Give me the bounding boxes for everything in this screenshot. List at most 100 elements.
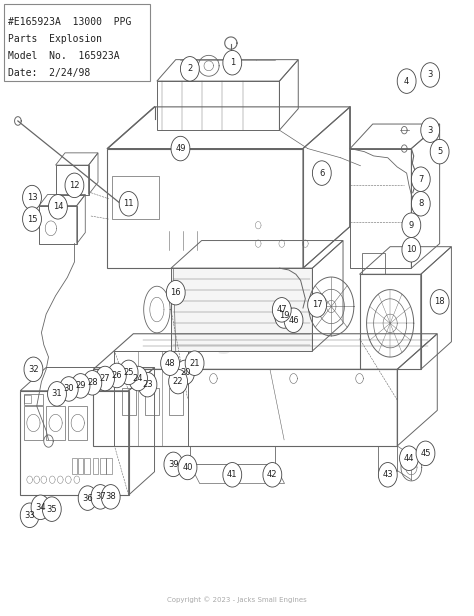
Circle shape xyxy=(411,167,430,192)
Text: 4: 4 xyxy=(404,76,409,86)
Text: 11: 11 xyxy=(123,199,134,208)
Text: Model  No.  165923A: Model No. 165923A xyxy=(9,51,120,61)
Text: 24: 24 xyxy=(133,374,143,383)
Text: 16: 16 xyxy=(171,288,181,297)
Circle shape xyxy=(312,161,331,185)
Text: 37: 37 xyxy=(95,492,106,501)
Text: 14: 14 xyxy=(53,202,63,211)
Circle shape xyxy=(223,51,242,75)
Text: 39: 39 xyxy=(168,460,179,469)
Circle shape xyxy=(430,139,449,164)
Text: 47: 47 xyxy=(276,306,287,314)
Circle shape xyxy=(31,495,50,519)
Circle shape xyxy=(273,298,291,322)
Text: 22: 22 xyxy=(173,377,183,386)
Text: #E165923A  13000  PPG: #E165923A 13000 PPG xyxy=(9,17,132,26)
Circle shape xyxy=(164,452,183,477)
Circle shape xyxy=(91,485,110,509)
Text: 44: 44 xyxy=(404,454,414,463)
Circle shape xyxy=(402,213,421,238)
Circle shape xyxy=(421,63,439,87)
Text: Copyright © 2023 - Jacks Small Engines: Copyright © 2023 - Jacks Small Engines xyxy=(167,596,307,602)
Text: 34: 34 xyxy=(35,503,46,512)
Circle shape xyxy=(101,485,120,509)
Circle shape xyxy=(78,486,97,511)
Circle shape xyxy=(308,293,327,317)
Text: 2: 2 xyxy=(187,64,192,73)
Circle shape xyxy=(378,463,397,487)
Text: 1: 1 xyxy=(230,58,235,67)
Text: 3: 3 xyxy=(428,70,433,79)
Text: 28: 28 xyxy=(87,378,98,387)
Bar xyxy=(4,4,150,81)
Circle shape xyxy=(24,357,43,381)
Text: Date:  2/24/98: Date: 2/24/98 xyxy=(9,68,91,78)
Circle shape xyxy=(284,308,303,333)
Circle shape xyxy=(59,376,78,401)
Circle shape xyxy=(138,373,157,397)
Circle shape xyxy=(397,69,416,94)
Circle shape xyxy=(47,381,66,406)
Circle shape xyxy=(108,363,126,387)
Text: 23: 23 xyxy=(142,380,153,389)
Circle shape xyxy=(48,195,67,219)
Text: 30: 30 xyxy=(64,384,74,394)
Circle shape xyxy=(402,238,421,262)
Circle shape xyxy=(421,118,439,142)
Text: 8: 8 xyxy=(418,199,423,208)
Text: 12: 12 xyxy=(69,181,80,190)
Circle shape xyxy=(416,441,435,466)
Circle shape xyxy=(263,463,282,487)
Text: 27: 27 xyxy=(100,374,110,383)
Text: 41: 41 xyxy=(227,470,237,479)
Text: 25: 25 xyxy=(123,368,134,377)
Circle shape xyxy=(430,290,449,314)
Circle shape xyxy=(400,446,419,471)
Circle shape xyxy=(275,304,293,328)
Circle shape xyxy=(171,136,190,161)
Circle shape xyxy=(223,463,242,487)
Text: 45: 45 xyxy=(420,449,431,458)
Circle shape xyxy=(169,370,188,394)
Text: 5: 5 xyxy=(437,147,442,156)
Text: 19: 19 xyxy=(279,312,289,320)
Circle shape xyxy=(96,367,115,391)
Circle shape xyxy=(83,371,102,395)
Circle shape xyxy=(181,57,199,81)
Circle shape xyxy=(20,503,39,527)
Text: 31: 31 xyxy=(52,389,62,399)
Circle shape xyxy=(23,207,41,232)
Circle shape xyxy=(128,367,147,391)
Text: 33: 33 xyxy=(24,511,35,520)
Text: 49: 49 xyxy=(175,144,186,153)
Circle shape xyxy=(119,360,138,384)
Text: 48: 48 xyxy=(165,359,175,368)
Circle shape xyxy=(119,192,138,216)
Text: Parts  Explosion: Parts Explosion xyxy=(9,34,102,44)
Text: 13: 13 xyxy=(27,193,37,202)
Circle shape xyxy=(411,192,430,216)
Text: 18: 18 xyxy=(434,298,445,306)
Circle shape xyxy=(166,280,185,305)
Circle shape xyxy=(185,351,204,376)
Text: 15: 15 xyxy=(27,214,37,224)
Text: 42: 42 xyxy=(267,470,278,479)
Circle shape xyxy=(23,185,41,210)
Text: 35: 35 xyxy=(46,505,57,514)
Text: 17: 17 xyxy=(312,301,322,309)
Text: 21: 21 xyxy=(189,359,200,368)
Circle shape xyxy=(42,497,61,521)
Text: 40: 40 xyxy=(182,463,193,472)
Text: 38: 38 xyxy=(105,492,116,501)
Circle shape xyxy=(178,455,197,480)
Text: 7: 7 xyxy=(418,175,423,184)
Text: 3: 3 xyxy=(428,126,433,135)
Text: 32: 32 xyxy=(28,365,39,374)
Polygon shape xyxy=(171,268,312,351)
Text: Jacks
Small
Engines: Jacks Small Engines xyxy=(182,274,292,354)
Text: 6: 6 xyxy=(319,169,325,177)
Text: 36: 36 xyxy=(82,493,93,503)
Text: 43: 43 xyxy=(383,470,393,479)
Circle shape xyxy=(176,360,195,384)
Text: 46: 46 xyxy=(288,316,299,325)
